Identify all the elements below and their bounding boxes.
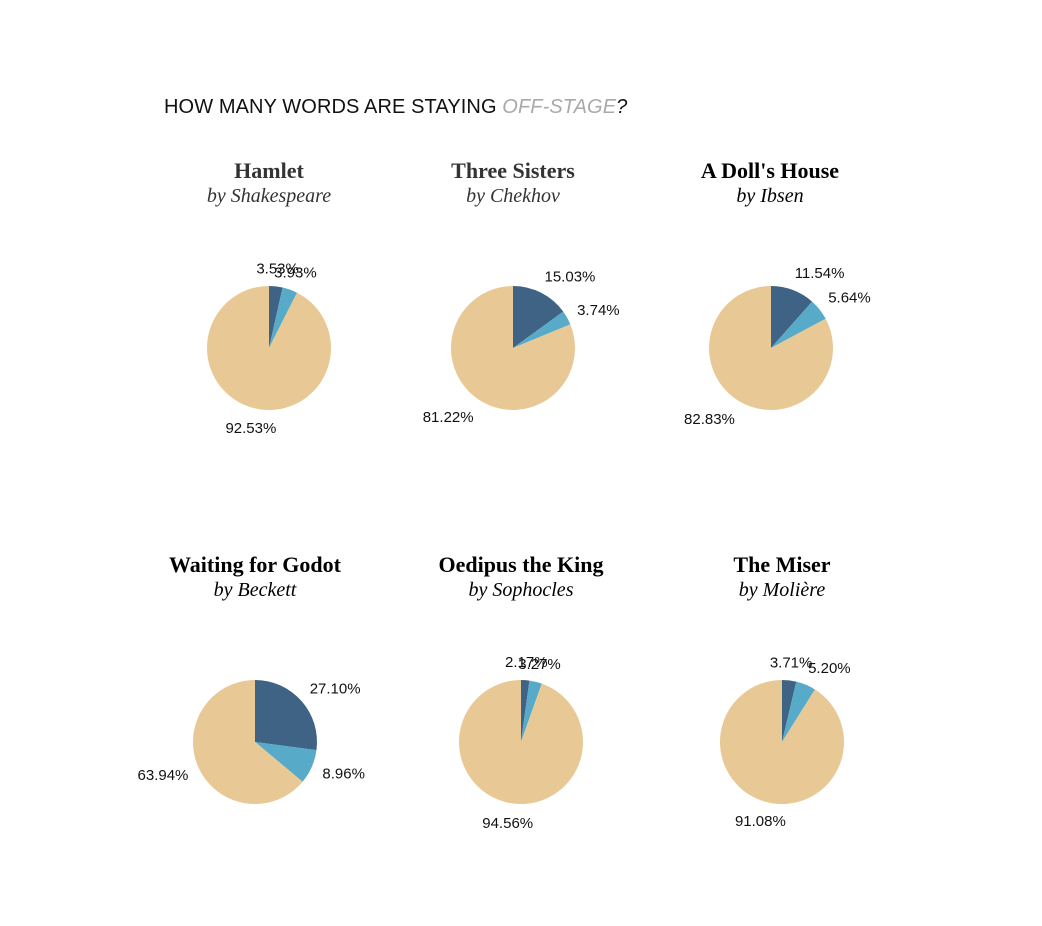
pie-label-three-sisters-2: 3.74% [577, 302, 620, 319]
pie-slice-dolls-house-1 [771, 286, 813, 348]
pie-title-waiting-for-godot: Waiting for Godot [169, 552, 341, 577]
pie-slice-hamlet-1 [269, 286, 283, 348]
pie-slice-oedipus-3 [458, 680, 583, 804]
pie-title-oedipus: Oedipus the King [438, 552, 604, 577]
pie-label-waiting-for-godot-1: 27.10% [310, 681, 361, 698]
pie-label-dolls-house-2: 5.64% [828, 290, 871, 307]
pie-title-three-sisters: Three Sisters [451, 158, 575, 183]
pie-slice-waiting-for-godot-1 [255, 680, 317, 751]
pie-slice-dolls-house-3 [708, 286, 833, 410]
pie-author-three-sisters: by Chekhov [466, 185, 560, 207]
headline-suffix: ? [616, 96, 628, 118]
headline-accent: OFF-STAGE [502, 96, 617, 118]
pie-author-the-miser: by Molière [738, 579, 826, 601]
pie-label-hamlet-3: 92.53% [225, 420, 276, 437]
pie-label-the-miser-3: 91.08% [735, 813, 786, 830]
pie-slice-waiting-for-godot-2 [255, 742, 317, 782]
pie-label-the-miser-1: 3.71% [770, 655, 813, 672]
pie-author-oedipus: by Sophocles [468, 579, 574, 601]
pie-label-oedipus-1: 2.17% [505, 654, 548, 671]
pie-slice-waiting-for-godot-3 [192, 679, 303, 804]
pie-title-the-miser: The Miser [733, 552, 831, 577]
pie-slice-three-sisters-2 [513, 311, 571, 348]
pie-label-hamlet-1: 3.53% [256, 261, 299, 278]
pie-author-waiting-for-godot: by Beckett [213, 579, 297, 601]
headline-prefix: HOW MANY WORDS ARE STAYING [164, 96, 503, 118]
pie-slice-oedipus-2 [521, 680, 542, 742]
pie-label-three-sisters-3: 81.22% [423, 409, 474, 426]
pie-slice-hamlet-2 [269, 287, 298, 348]
pie-slice-the-miser-3 [719, 680, 844, 805]
pie-slice-hamlet-3 [206, 286, 331, 411]
pie-title-hamlet: Hamlet [234, 158, 304, 183]
pie-slice-three-sisters-3 [450, 286, 575, 410]
pie-label-dolls-house-3: 82.83% [684, 411, 735, 428]
pie-slice-dolls-house-2 [771, 301, 826, 348]
pie-label-waiting-for-godot-2: 8.96% [322, 765, 365, 782]
pie-label-hamlet-2: 3.93% [274, 265, 317, 282]
pie-label-oedipus-2: 3.27% [518, 656, 561, 673]
pie-label-three-sisters-1: 15.03% [545, 269, 596, 286]
pie-slice-three-sisters-1 [513, 286, 564, 348]
pie-label-waiting-for-godot-3: 63.94% [138, 767, 189, 784]
pie-slice-the-miser-2 [782, 681, 815, 742]
pie-label-oedipus-3: 94.56% [482, 815, 533, 832]
pie-author-dolls-house: by Ibsen [736, 185, 804, 207]
pie-slice-the-miser-1 [782, 680, 797, 742]
pie-label-dolls-house-1: 11.54% [795, 265, 845, 282]
chart-headline: HOW MANY WORDS ARE STAYING OFF-STAGE? [164, 96, 627, 119]
pie-author-hamlet: by Shakespeare [206, 185, 332, 207]
pie-title-dolls-house: A Doll's House [700, 158, 840, 183]
pie-label-the-miser-2: 5.20% [808, 660, 851, 677]
pie-slice-oedipus-1 [521, 680, 530, 742]
